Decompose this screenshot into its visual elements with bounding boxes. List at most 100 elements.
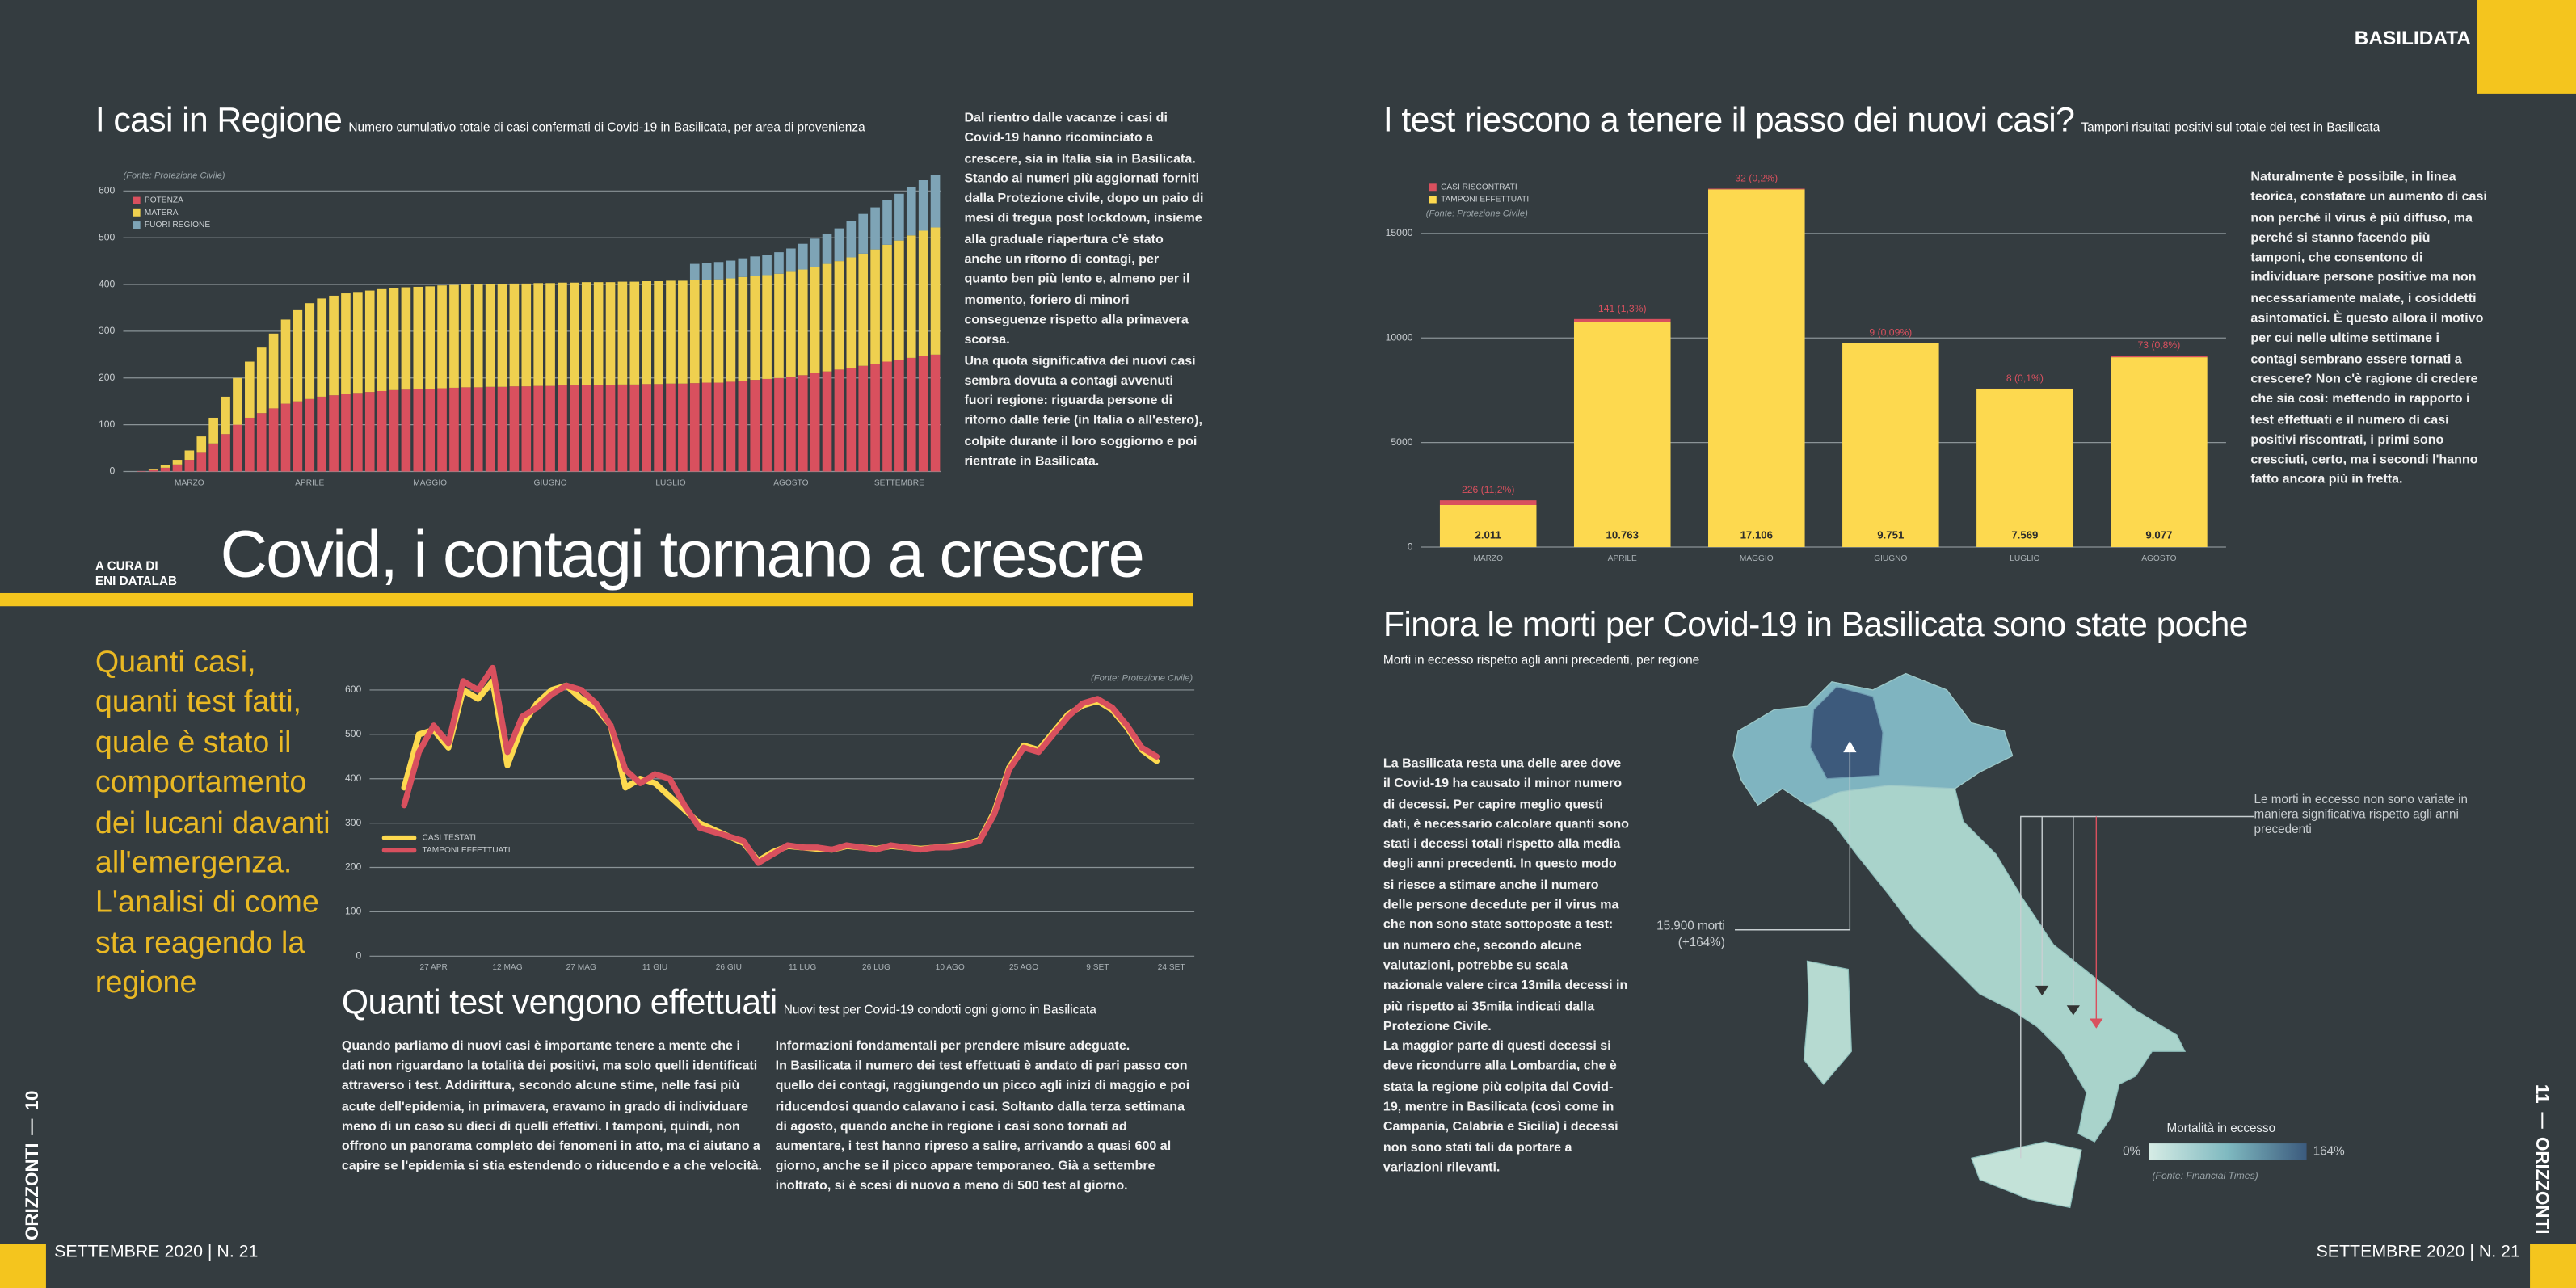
- value-label: 32 (0,2%): [1735, 173, 1778, 184]
- bar-segment: [570, 282, 579, 386]
- bar-segment: [545, 385, 555, 472]
- lombardy: [1809, 686, 1884, 780]
- positivity-chart: 0 5000 10000 15000 MARZO APRILE MAGGIO GIUGNO LU…: [1386, 173, 2226, 563]
- bar-segment: [846, 221, 857, 258]
- bar-segment: [894, 360, 904, 472]
- color-scale: [2149, 1143, 2307, 1160]
- bar-segment: [233, 377, 242, 425]
- bar-segment: [461, 284, 471, 388]
- paragraph: Naturalmente è possibile, in linea teori…: [2250, 169, 2487, 487]
- text-column: Naturalmente è possibile, in linea teori…: [2250, 167, 2487, 490]
- source: (Fonte: Protezione Civile): [1091, 674, 1193, 684]
- arrow-head: [2090, 1018, 2103, 1029]
- text-column: La Basilicata resta una delle aree dove …: [1383, 754, 1630, 1178]
- bar-segment: [413, 286, 423, 389]
- page-number: 11: [2532, 1084, 2552, 1104]
- bar-segment: [160, 465, 170, 468]
- bar-segment: [1976, 389, 2073, 548]
- bar-segment: [148, 469, 158, 470]
- bar-segment: [906, 357, 916, 472]
- scale-max: 164%: [2313, 1144, 2345, 1158]
- bar-segment: [629, 384, 640, 472]
- bar-segment: [713, 279, 724, 383]
- bar-segment: [738, 258, 748, 277]
- bar-segment: [413, 389, 423, 472]
- north-regions: [1732, 672, 2014, 806]
- bar-segment: [786, 377, 796, 472]
- x-tick-label: 25 AGO: [1009, 963, 1038, 972]
- credit-line: A CURA DI: [95, 558, 158, 574]
- bar-segment: [172, 460, 183, 465]
- bar-segment: [1573, 322, 1671, 548]
- bar-segment: [822, 263, 832, 372]
- legend-swatch: [133, 221, 141, 229]
- bar-segment: [894, 240, 904, 360]
- bar-segment: [196, 436, 207, 453]
- bar-segment: [906, 235, 916, 358]
- intro: Quanti casi, quanti test fatti, quale è …: [95, 643, 330, 1000]
- bar-segment: [533, 385, 543, 472]
- chart-title: I casi in Regione Numero cumulativo total…: [95, 102, 865, 141]
- y-tick-label: 500: [345, 728, 362, 739]
- separator: [32, 1118, 34, 1135]
- tests-chart: 0 100 200 300 400 500 600 27 APR 12 MAG 27 MAG 11 …: [345, 664, 1195, 972]
- chart-title: Quanti test vengono effettuati Nuovi test…: [342, 984, 1096, 1024]
- bar-segment: [678, 280, 688, 384]
- bar-segment: [341, 293, 351, 394]
- y-tick-label: 300: [99, 325, 116, 336]
- value-label: 8 (0,1%): [2006, 373, 2044, 384]
- magazine: ORIZZONTI: [2532, 1136, 2552, 1234]
- scale-title: Mortalità in eccesso: [2167, 1122, 2276, 1135]
- bar-segment: [654, 280, 663, 385]
- annotation: 15.900 morti: [1656, 920, 1725, 933]
- y-tick-label: 100: [345, 906, 362, 917]
- legend-label: FUORI REGIONE: [145, 221, 210, 229]
- arrow-head: [1843, 740, 1857, 753]
- bar-segment: [268, 333, 279, 409]
- bar-segment: [184, 450, 195, 461]
- bar-segment: [329, 395, 339, 472]
- bar-segment: [918, 180, 928, 231]
- bar-segment: [1842, 343, 1939, 548]
- x-tick-label: 11 GIU: [642, 963, 667, 972]
- x-tick-label: 27 APR: [419, 963, 447, 972]
- bar-segment: [822, 233, 832, 264]
- bar-segment: [726, 278, 736, 382]
- arrow-head: [2066, 1005, 2080, 1016]
- bar-segment: [834, 228, 844, 262]
- y-tick-label: 600: [345, 684, 362, 695]
- value-label: 17.106: [1740, 528, 1773, 541]
- x-tick-label: LUGLIO: [2010, 554, 2039, 563]
- bar-segment: [786, 248, 796, 272]
- bar-segment: [713, 382, 724, 472]
- bar-segment: [882, 200, 892, 245]
- bar-segment: [233, 424, 242, 472]
- sicily: [1970, 1141, 2082, 1209]
- credit-line: ENI DATALAB: [95, 572, 178, 587]
- bar-segment: [256, 413, 267, 472]
- bar-segment: [918, 230, 928, 356]
- bar-segment: [256, 347, 267, 414]
- bar-segment: [473, 387, 483, 472]
- value-label: 9.751: [1877, 528, 1904, 541]
- bar-segment: [689, 383, 700, 472]
- bar-segment: [317, 396, 326, 472]
- issue: SETTEMBRE 2020 | N. 21: [54, 1242, 259, 1262]
- bar-segment: [581, 385, 591, 472]
- bar-segment: [810, 373, 820, 472]
- y-tick-label: 200: [345, 861, 362, 873]
- paragraph: La maggior parte di questi decessi si de…: [1383, 1038, 1618, 1175]
- bar-segment: [425, 286, 435, 389]
- legend-label: CASI RISCONTRATI: [1441, 183, 1517, 192]
- legend-label: TAMPONI EFFETTUATI: [1441, 196, 1529, 204]
- line: [401, 678, 1160, 864]
- cases-chart: 0 100 200 300 400 500 600 MARZO APRILE MAGGIO GIUG…: [99, 171, 942, 487]
- bar-segment: [654, 384, 663, 472]
- x-tick-label: MAGGIO: [413, 478, 447, 487]
- bar-segment: [894, 193, 904, 241]
- bar-segment: [642, 280, 652, 385]
- bar-segment: [305, 303, 315, 399]
- bar-segment: [196, 452, 207, 472]
- bar-segment: [738, 381, 748, 472]
